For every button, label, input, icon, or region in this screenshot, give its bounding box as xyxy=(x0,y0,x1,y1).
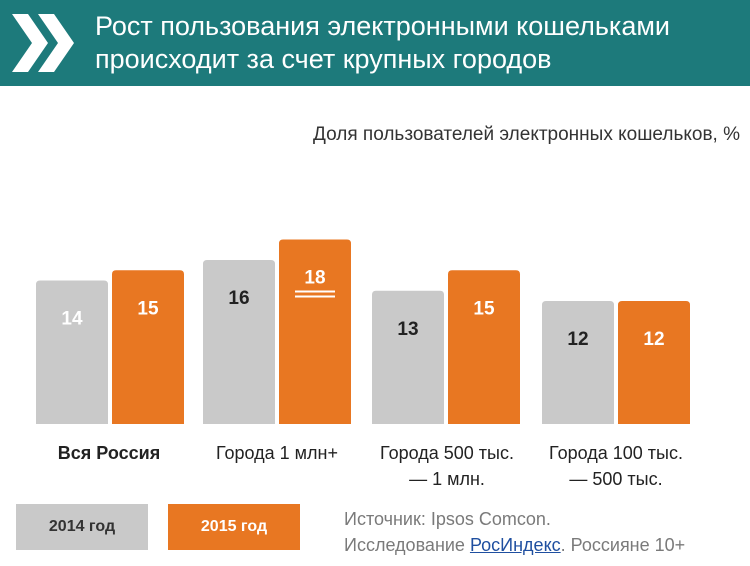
chart-title: Доля пользователей электронных кошельков… xyxy=(313,124,740,145)
bar-value-label: 15 xyxy=(473,298,495,319)
bar-value-label: 16 xyxy=(228,288,249,309)
bar-value-label: 12 xyxy=(643,329,664,350)
bar-2015-0 xyxy=(112,270,184,424)
bar-2014-1 xyxy=(203,260,275,424)
header-bar: Рост пользования электронными кошельками… xyxy=(0,0,750,86)
bar-chart: 14 16 13 12 15 18 15 12 xyxy=(36,239,690,424)
category-label-500k: Города 500 тыс. — 1 млн. xyxy=(362,440,532,492)
double-chevron-right-icon xyxy=(12,14,74,72)
bar-value-label: 15 xyxy=(137,298,159,319)
category-label-line: — 500 тыс. xyxy=(569,469,663,489)
source-line-1: Источник: Ipsos Comcon. xyxy=(344,509,551,529)
bar-2015-1 xyxy=(279,239,351,424)
category-label-1mln: Города 1 млн+ xyxy=(192,440,362,466)
category-label-line: Вся Россия xyxy=(57,443,161,463)
category-label-line: Города 1 млн+ xyxy=(215,443,339,463)
legend-item-2015: 2015 год xyxy=(168,504,300,550)
source-note: Источник: Ipsos Comcon. Исследование Рос… xyxy=(344,506,744,558)
bar-value-label: 14 xyxy=(61,309,83,330)
bar-value-label: 12 xyxy=(567,329,588,350)
source-line-2: Исследование РосИндекс. Россияне 10+ xyxy=(344,532,744,558)
legend-item-2014: 2014 год xyxy=(16,504,148,550)
bar-value-label: 18 xyxy=(304,268,325,289)
bar-2015-3 xyxy=(618,301,690,424)
category-label-russia: Вся Россия xyxy=(24,440,194,466)
category-label-100k: Города 100 тыс. — 500 тыс. xyxy=(531,440,701,492)
bar-2014-3 xyxy=(542,301,614,424)
category-label-line: — 1 млн. xyxy=(409,469,485,489)
source-suffix: . Россияне 10+ xyxy=(560,535,686,555)
bar-2014-2 xyxy=(372,290,444,424)
title-line-2: происходит за счет крупных городов xyxy=(95,44,552,74)
source-prefix: Исследование xyxy=(344,535,470,555)
bar-value-label: 13 xyxy=(397,319,418,340)
rosindex-link[interactable]: РосИндекс xyxy=(469,535,561,555)
title-line-1: Рост пользования электронными кошельками xyxy=(95,11,670,41)
page-title: Рост пользования электронными кошельками… xyxy=(95,10,735,76)
bar-2014-0 xyxy=(36,280,108,424)
bar-2015-2 xyxy=(448,270,520,424)
category-label-line: Города 500 тыс. xyxy=(380,443,514,463)
category-label-line: Города 100 тыс. xyxy=(549,443,683,463)
